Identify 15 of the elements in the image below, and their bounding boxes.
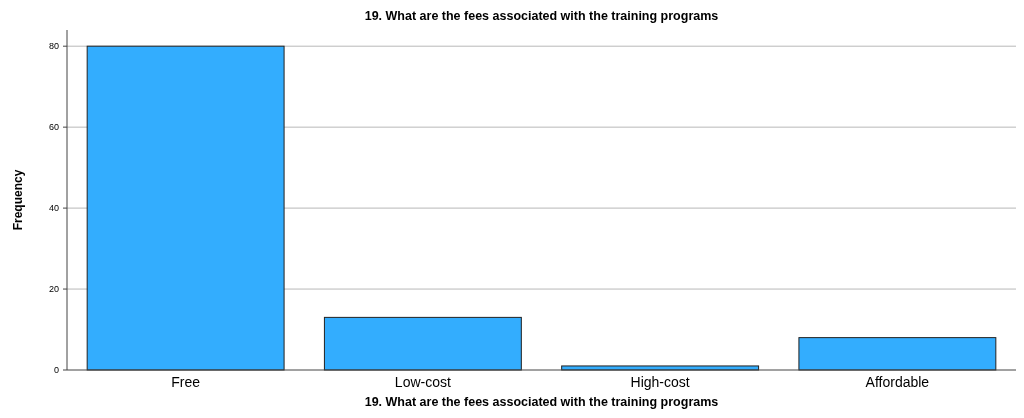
bar [86, 45, 285, 371]
x-tick-label: Affordable [865, 374, 930, 390]
y-tick-label: 20 [48, 284, 59, 295]
x-tick-label: Free [171, 374, 201, 390]
x-tick-label: Low-cost [394, 374, 451, 390]
x-axis-title: 19. What are the fees associated with the training programs [364, 395, 719, 409]
y-axis-title: Frequency [11, 169, 25, 231]
x-tick-label: High-cost [630, 374, 690, 390]
y-tick-label: 60 [48, 122, 59, 133]
y-tick-label: 0 [53, 365, 59, 376]
y-tick-label: 40 [48, 203, 59, 214]
y-tick-label: 80 [48, 41, 59, 52]
chart-title: 19. What are the fees associated with the training programs [364, 9, 719, 23]
bar [798, 337, 997, 371]
bar [323, 316, 522, 371]
